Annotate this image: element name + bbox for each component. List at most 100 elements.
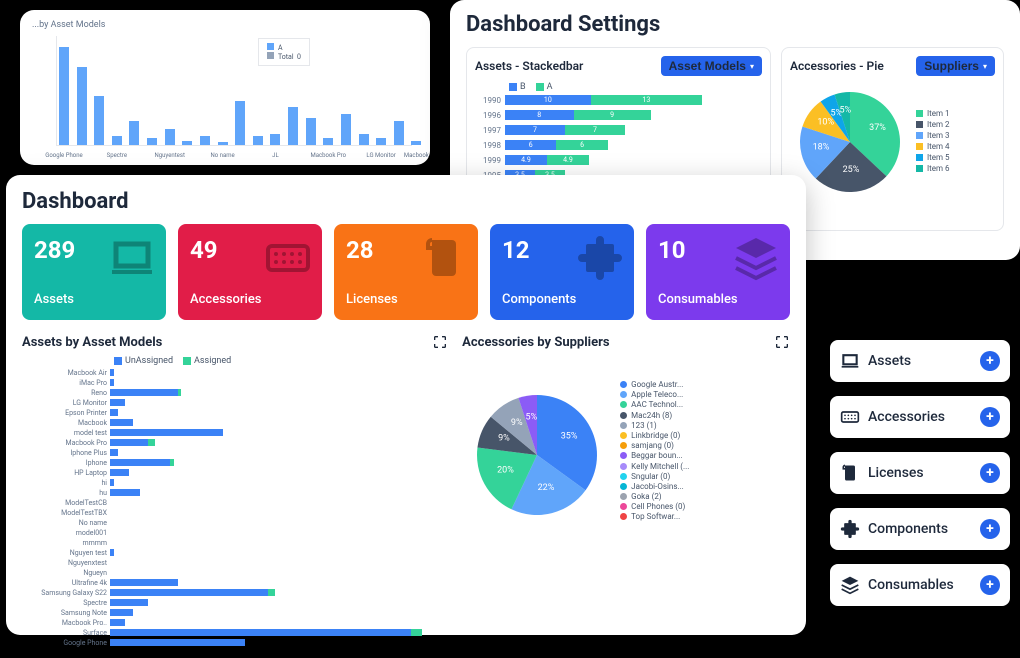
vbar bbox=[112, 136, 122, 145]
hbar-row: Samsung Galaxy S22 bbox=[22, 588, 448, 597]
supplier-legend-item: 123 (1) bbox=[620, 421, 689, 430]
vbar bbox=[59, 47, 69, 145]
supplier-legend-item: Jacobi-Osins... bbox=[620, 482, 689, 491]
svg-text:9%: 9% bbox=[511, 418, 523, 428]
stackbar-row: 1999 4.94.9 bbox=[475, 154, 762, 166]
top-bar-chart-card: ...by Asset Models Google PhoneSpectreNg… bbox=[20, 10, 430, 165]
stacked-dropdown[interactable]: Asset Models bbox=[661, 56, 762, 76]
add-licenses-button[interactable]: + bbox=[980, 463, 1000, 483]
supplier-legend-item: Cell Phones (0) bbox=[620, 502, 689, 511]
pie-dropdown[interactable]: Suppliers bbox=[916, 56, 995, 76]
suppliers-legend: Google Austr...Apple Teleco...AAC Techno… bbox=[620, 380, 689, 523]
dashboard-tiles: 289Assets49Accessories28Licenses12Compon… bbox=[22, 224, 790, 320]
vbar bbox=[323, 138, 333, 145]
assets-by-models-title: Assets by Asset Models bbox=[22, 335, 162, 350]
supplier-legend-item: Google Austr... bbox=[620, 380, 689, 389]
hbar-row: Ultrafine 4k bbox=[22, 578, 448, 587]
supplier-legend-item: Sngular (0) bbox=[620, 472, 689, 481]
dashboard-tile-consumables[interactable]: 10Consumables bbox=[646, 224, 790, 320]
vbar bbox=[77, 67, 87, 145]
stackbar-row: 1990 1013 bbox=[475, 94, 762, 106]
vbar bbox=[94, 96, 104, 145]
svg-text:10%: 10% bbox=[817, 117, 834, 127]
supplier-legend-item: Beggar boun... bbox=[620, 451, 689, 460]
add-components-button[interactable]: + bbox=[980, 519, 1000, 539]
vbar bbox=[411, 141, 421, 145]
vbar bbox=[235, 101, 245, 145]
dashboard-tile-assets[interactable]: 289Assets bbox=[22, 224, 166, 320]
supplier-legend-item: Kelly Mitchell (... bbox=[620, 462, 689, 471]
stacked-title: Assets - Stackedbar bbox=[475, 59, 583, 73]
pie-legend-item: Item 3 bbox=[916, 131, 950, 140]
add-assets-button[interactable]: + bbox=[980, 351, 1000, 371]
vbar bbox=[270, 134, 280, 145]
vbar bbox=[306, 118, 316, 145]
vbar bbox=[147, 138, 157, 145]
expand-icon[interactable] bbox=[774, 334, 790, 350]
side-tile-licenses[interactable]: Licenses+ bbox=[830, 452, 1010, 494]
assets-by-models-panel: Assets by Asset Models UnAssigned Assign… bbox=[22, 334, 448, 648]
svg-text:5%: 5% bbox=[839, 105, 851, 115]
hbar-row: HP Laptop bbox=[22, 468, 448, 477]
svg-text:9%: 9% bbox=[498, 434, 510, 444]
pie-legend-item: Item 6 bbox=[916, 164, 950, 173]
vbar bbox=[253, 136, 263, 145]
vbar bbox=[341, 114, 351, 145]
supplier-legend-item: samjang (0) bbox=[620, 441, 689, 450]
side-tile-accessories[interactable]: Accessories+ bbox=[830, 396, 1010, 438]
hbar-row: iMac Pro bbox=[22, 378, 448, 387]
supplier-legend-item: Linkbridge (0) bbox=[620, 431, 689, 440]
vbar bbox=[376, 138, 386, 145]
top-bar-title: ...by Asset Models bbox=[32, 20, 418, 30]
assets-by-models-chart: Macbook Air iMac Pro Reno LG Monitor Eps… bbox=[22, 368, 448, 647]
add-consumables-button[interactable]: + bbox=[980, 575, 1000, 595]
svg-text:20%: 20% bbox=[497, 465, 514, 475]
svg-text:22%: 22% bbox=[538, 483, 555, 493]
dashboard-title: Dashboard bbox=[22, 189, 790, 214]
pie-legend-item: Item 5 bbox=[916, 153, 950, 162]
dashboard-tile-licenses[interactable]: 28Licenses bbox=[334, 224, 478, 320]
add-accessories-button[interactable]: + bbox=[980, 407, 1000, 427]
hbar-row: Nguyenxtest bbox=[22, 558, 448, 567]
hbar-row: Google Phone bbox=[22, 638, 448, 647]
hbar-row: model test bbox=[22, 428, 448, 437]
hbar-row: No name bbox=[22, 518, 448, 527]
settings-pie-chart: 37%25%18%10%5%5% bbox=[790, 82, 910, 202]
stackbar-row: 1998 66 bbox=[475, 139, 762, 151]
hbar-row: hu bbox=[22, 488, 448, 497]
vbar bbox=[182, 141, 192, 145]
hbar-row: Samsung Note bbox=[22, 608, 448, 617]
hbar-row: Ngueyn bbox=[22, 568, 448, 577]
dashboard-tile-accessories[interactable]: 49Accessories bbox=[178, 224, 322, 320]
vbar bbox=[165, 129, 175, 145]
hbar-row: Reno bbox=[22, 388, 448, 397]
supplier-legend-item: Goka (2) bbox=[620, 492, 689, 501]
vbar bbox=[394, 121, 404, 145]
side-tile-components[interactable]: Components+ bbox=[830, 508, 1010, 550]
svg-text:25%: 25% bbox=[843, 165, 860, 175]
hbar-row: Nguyen test bbox=[22, 548, 448, 557]
supplier-legend-item: Mac24h (8) bbox=[620, 411, 689, 420]
hbar-row: Macbook Pro bbox=[22, 438, 448, 447]
hbar-row: Macbook Air bbox=[22, 368, 448, 377]
hbar-row: Surface bbox=[22, 628, 448, 637]
hbar-row: Epson Printer bbox=[22, 408, 448, 417]
svg-text:37%: 37% bbox=[869, 123, 886, 133]
dashboard-tile-components[interactable]: 12Components bbox=[490, 224, 634, 320]
hbar-row: Macbook bbox=[22, 418, 448, 427]
hbar-row: Macbook Pro.. bbox=[22, 618, 448, 627]
vbar bbox=[200, 136, 210, 145]
hbar-row: Spectre bbox=[22, 598, 448, 607]
side-tile-assets[interactable]: Assets+ bbox=[830, 340, 1010, 382]
stackbar-row: 1997 77 bbox=[475, 124, 762, 136]
dashboard-card: Dashboard 289Assets49Accessories28Licens… bbox=[6, 175, 806, 635]
hbar-row: mmmm bbox=[22, 538, 448, 547]
expand-icon[interactable] bbox=[432, 334, 448, 350]
settings-title: Dashboard Settings bbox=[466, 12, 1004, 37]
top-bar-legend: A Total 0 bbox=[258, 38, 310, 66]
top-bar-chart-area: Google PhoneSpectreNguyentestNo nameJLMa… bbox=[56, 36, 412, 146]
vbar bbox=[288, 107, 298, 145]
pie-title: Accessories - Pie bbox=[790, 59, 884, 73]
side-tile-consumables[interactable]: Consumables+ bbox=[830, 564, 1010, 606]
supplier-legend-item: AAC Technol... bbox=[620, 400, 689, 409]
